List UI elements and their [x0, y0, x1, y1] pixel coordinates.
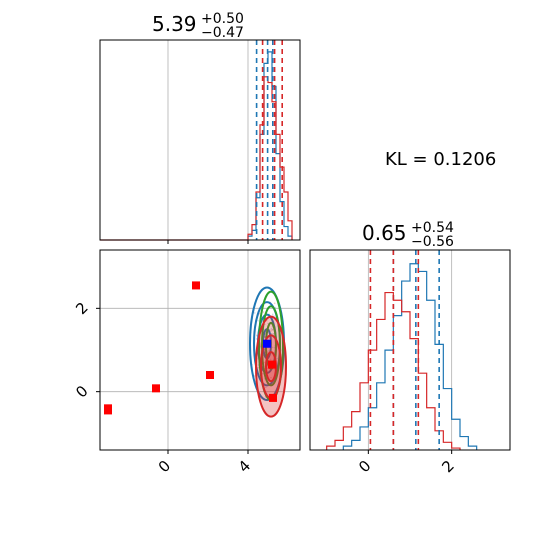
bottom-right-quantile-lines [369, 250, 440, 450]
bottom-left-y-ticks: 02 [72, 299, 100, 401]
sample-point [270, 376, 272, 379]
bottom-right-histograms [326, 263, 478, 450]
sample-point [270, 333, 273, 335]
sample-point [263, 361, 266, 364]
marker-point [152, 384, 160, 393]
top-left-grid [167, 40, 249, 240]
sample-point [259, 343, 262, 345]
contour-level [261, 305, 281, 387]
histogram-series [342, 263, 478, 450]
bottom-right-title-plus: +0.54 [411, 220, 454, 236]
sample-point [257, 364, 259, 366]
marker-point [269, 393, 277, 402]
sample-point [255, 334, 258, 337]
x-tick-label: 0 [155, 457, 174, 476]
top-left-histograms [100, 51, 293, 241]
kl-annotation: KL = 0.1206 [385, 149, 496, 170]
sample-point [273, 302, 276, 305]
sample-point [269, 358, 272, 361]
sample-point [253, 375, 256, 377]
marker-point [104, 406, 112, 415]
x-tick-label: 0 [355, 457, 374, 476]
histogram-series [100, 76, 293, 241]
top-left-title-value: 5.39 [152, 12, 197, 36]
bottom-left-markers [104, 281, 277, 415]
sample-point [276, 357, 278, 360]
sample-point [257, 319, 259, 322]
sample-point [271, 329, 273, 331]
top-left-marginal-panel: 5.39 +0.50 −0.47 [99, 11, 301, 244]
top-left-x-ticks [167, 240, 249, 244]
top-left-title: 5.39 +0.50 −0.47 [152, 11, 244, 41]
sample-point [272, 333, 275, 335]
sample-point [267, 350, 270, 352]
sample-point [270, 330, 272, 332]
x-tick-label: 4 [235, 457, 254, 476]
bottom-right-title-minus: −0.56 [411, 234, 454, 250]
top-left-title-minus: −0.47 [201, 25, 244, 41]
marker-point [206, 371, 214, 379]
histogram-series [247, 51, 293, 240]
sample-point [262, 311, 265, 313]
sample-point [262, 372, 264, 375]
x-tick-label: 2 [438, 457, 457, 476]
bottom-left-axes-frame [99, 249, 301, 451]
sample-point [253, 312, 256, 314]
sample-point [270, 327, 273, 330]
y-tick-label: 2 [72, 299, 91, 318]
top-left-quantile-lines [255, 40, 284, 240]
bottom-left-contours [249, 286, 287, 418]
sample-point [265, 386, 267, 389]
top-left-axes-frame [99, 39, 301, 241]
sample-point [257, 366, 260, 369]
bottom-right-axes-frame [309, 249, 511, 451]
sample-point [259, 344, 262, 346]
bottom-left-grid [100, 250, 300, 450]
y-tick-label: 0 [72, 382, 91, 401]
bottom-right-title: 0.65 +0.54 −0.56 [362, 220, 454, 250]
top-left-title-plus: +0.50 [201, 11, 244, 27]
marker-point [268, 360, 276, 369]
bottom-right-title-value: 0.65 [362, 221, 407, 245]
marker-point [192, 281, 200, 290]
marker-point [263, 339, 271, 348]
sample-point [271, 313, 274, 316]
sample-point [271, 346, 274, 349]
sample-point [271, 328, 274, 331]
